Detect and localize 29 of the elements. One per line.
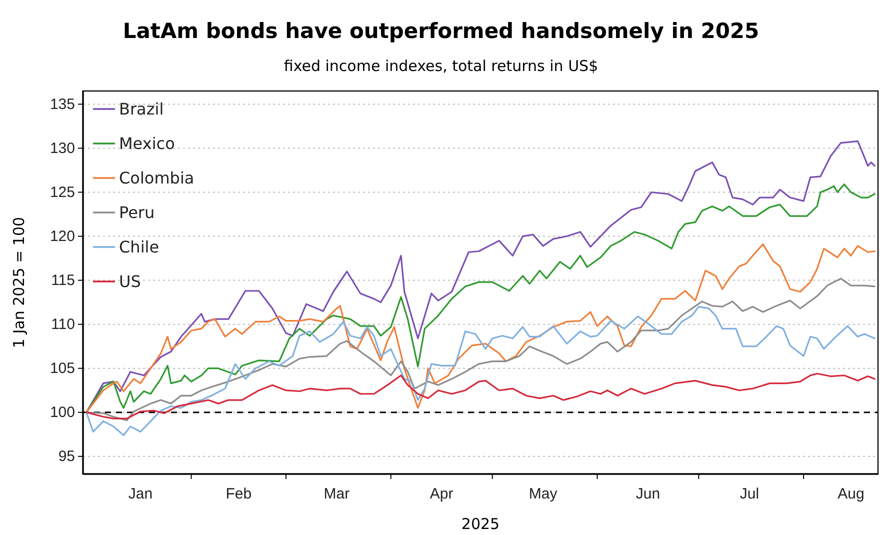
- x-tick-label: Aug: [838, 486, 864, 502]
- y-axis-title: 1 Jan 2025 = 100: [10, 216, 28, 348]
- y-tick-label: 95: [58, 448, 75, 466]
- x-tick-label: Feb: [226, 486, 252, 502]
- x-tick-label: Jul: [740, 486, 760, 502]
- y-tick-label: 135: [50, 96, 75, 114]
- legend-label: US: [119, 272, 141, 291]
- chart-title: LatAm bonds have outperformed handsomely in 2025: [122, 19, 760, 43]
- x-tick-label: Jan: [128, 486, 153, 502]
- chart-subtitle: fixed income indexes, total returns in US$: [284, 57, 598, 75]
- y-tick-label: 105: [50, 360, 75, 378]
- x-tick-label: Mar: [324, 486, 350, 502]
- y-tick-label: 110: [51, 316, 75, 334]
- legend-label: Chile: [119, 238, 160, 256]
- y-tick-label: 130: [50, 140, 75, 158]
- legend-label: Mexico: [119, 134, 175, 153]
- legend-label: Peru: [119, 203, 155, 222]
- line-series: [86, 306, 876, 436]
- x-axis-title: 2025: [461, 515, 500, 533]
- y-tick-label: 125: [50, 184, 75, 202]
- x-tick-label: Jun: [636, 486, 660, 502]
- legend-label: Brazil: [119, 100, 164, 118]
- y-tick-label: 115: [51, 272, 75, 290]
- line-series: [86, 372, 876, 420]
- y-tick-label: 100: [50, 404, 75, 422]
- y-tick-label: 120: [50, 228, 75, 246]
- x-tick-label: Apr: [430, 486, 454, 502]
- legend-label: Colombia: [119, 168, 194, 188]
- x-tick-label: May: [528, 486, 558, 502]
